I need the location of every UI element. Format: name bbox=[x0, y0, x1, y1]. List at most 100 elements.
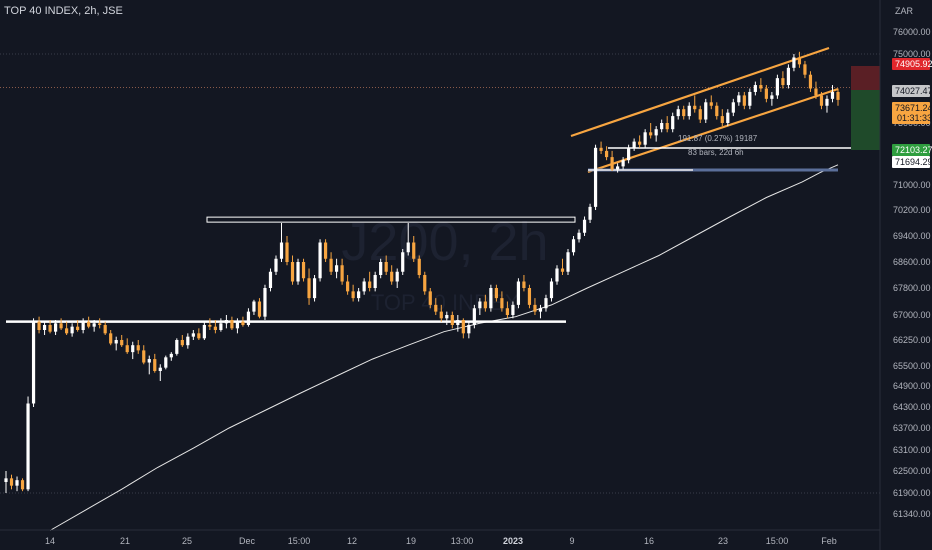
candle-body bbox=[830, 91, 835, 99]
candle-body bbox=[417, 258, 421, 275]
candle-body bbox=[715, 105, 719, 117]
candle-body bbox=[786, 67, 791, 86]
candle-body bbox=[257, 301, 262, 317]
candle-body bbox=[125, 345, 129, 353]
price-badge bbox=[892, 85, 930, 97]
x-tick-label: 15:00 bbox=[766, 536, 789, 546]
candle-body bbox=[560, 268, 565, 272]
candle-body bbox=[274, 258, 278, 272]
candle-body bbox=[439, 311, 443, 319]
candle-body bbox=[505, 308, 510, 315]
candle-body bbox=[649, 132, 653, 136]
candle-body bbox=[37, 321, 41, 330]
candle-body bbox=[334, 265, 339, 272]
candle-body bbox=[296, 262, 300, 282]
candle-body bbox=[726, 112, 730, 123]
y-tick-label: 61900.00 bbox=[893, 488, 931, 498]
candle-body bbox=[340, 265, 344, 282]
candle-body bbox=[522, 281, 526, 288]
candle-body bbox=[665, 123, 669, 130]
candle-body bbox=[87, 321, 91, 327]
candle-body bbox=[445, 315, 449, 319]
candle-body bbox=[698, 109, 702, 120]
measure-bars-label: 83 bars, 22d 6h bbox=[688, 148, 744, 157]
candle-body bbox=[395, 271, 399, 282]
candle-body bbox=[131, 345, 135, 353]
x-tick-label: 25 bbox=[182, 536, 192, 546]
candle-body bbox=[81, 321, 85, 330]
candle-body bbox=[792, 57, 796, 68]
candle-body bbox=[808, 74, 813, 89]
candle-body bbox=[390, 271, 394, 282]
candle-body bbox=[814, 88, 818, 96]
drawings[interactable]: 191.87 (0.27%) 19187 83 bars, 22d 6h bbox=[6, 46, 880, 323]
x-tick-label: 16 bbox=[644, 536, 654, 546]
candle-body bbox=[610, 157, 614, 170]
x-tick-label: 14 bbox=[45, 536, 55, 546]
candle-body bbox=[76, 326, 80, 330]
candle-body bbox=[434, 304, 438, 312]
candle-body bbox=[489, 288, 493, 309]
candle-body bbox=[731, 102, 735, 113]
candle-body bbox=[704, 102, 708, 120]
candle-body bbox=[346, 281, 350, 292]
candle-body bbox=[450, 315, 454, 325]
x-tick-label: Dec bbox=[239, 536, 256, 546]
candle-body bbox=[246, 311, 251, 325]
candle-body bbox=[285, 242, 289, 262]
price-badge-label: 73671.24 bbox=[895, 103, 932, 113]
price-badge-label: 72103.27 bbox=[895, 145, 932, 155]
candle-body bbox=[742, 95, 746, 106]
candle-body bbox=[31, 321, 36, 404]
candle-body bbox=[59, 323, 63, 329]
candles bbox=[4, 51, 840, 493]
y-tick-label: 65500.00 bbox=[893, 361, 931, 371]
candle-body bbox=[759, 85, 763, 89]
candle-body bbox=[406, 242, 410, 253]
measure-label: 191.87 (0.27%) 19187 bbox=[678, 134, 758, 143]
candle-body bbox=[527, 288, 532, 305]
y-tick-label: 76000.00 bbox=[893, 27, 931, 37]
price-badge-label: 71694.29 bbox=[895, 157, 932, 167]
candle-body bbox=[92, 323, 96, 327]
candle-body bbox=[252, 301, 256, 312]
candle-body bbox=[202, 325, 206, 339]
candle-body bbox=[555, 268, 559, 282]
candle-body bbox=[103, 325, 107, 334]
y-tick-label: 67000.00 bbox=[893, 310, 931, 320]
watermark-name: TOP 40 INDEX bbox=[371, 290, 520, 315]
channel-upper-line bbox=[570, 46, 830, 138]
candle-body bbox=[621, 160, 625, 167]
y-tick-label: 61340.00 bbox=[893, 509, 931, 519]
candle-body bbox=[638, 141, 642, 145]
candle-body bbox=[263, 288, 267, 317]
candle-body bbox=[566, 252, 570, 272]
candle-body bbox=[15, 480, 19, 486]
candle-body bbox=[379, 262, 383, 275]
candle-body bbox=[516, 281, 521, 305]
candle-body bbox=[213, 326, 217, 330]
candle-body bbox=[4, 478, 8, 482]
candle-body bbox=[279, 242, 284, 259]
candle-body bbox=[208, 325, 212, 327]
candle-body bbox=[158, 367, 162, 371]
candle-body bbox=[593, 147, 598, 207]
y-tick-label: 68600.00 bbox=[893, 257, 931, 267]
y-tick-label: 63100.00 bbox=[893, 445, 931, 455]
candle-body bbox=[599, 147, 603, 151]
candle-body bbox=[836, 91, 840, 100]
y-tick-label: 71000.00 bbox=[893, 180, 931, 190]
candle-body bbox=[582, 219, 587, 233]
candle-body bbox=[753, 85, 757, 92]
time-axis[interactable]: 14 21 25 Dec 15:00 12 19 13:00 2023 9 16 23 15:00 Feb bbox=[0, 529, 880, 546]
candle-body bbox=[616, 166, 620, 170]
candle-body bbox=[147, 359, 151, 363]
candle-body bbox=[500, 298, 504, 309]
candle-body bbox=[549, 281, 554, 299]
price-badge-countdown: 01:31:33 bbox=[897, 113, 932, 123]
x-tick-label: 19 bbox=[406, 536, 416, 546]
candle-body bbox=[219, 323, 223, 330]
